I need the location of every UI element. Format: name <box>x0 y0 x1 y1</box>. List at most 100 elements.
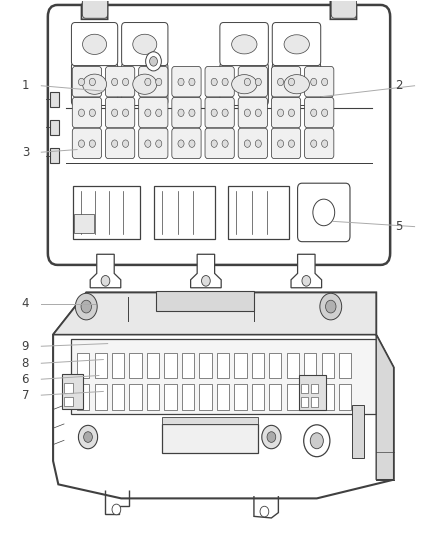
FancyBboxPatch shape <box>72 67 102 97</box>
Bar <box>287 384 299 410</box>
Circle shape <box>145 109 151 117</box>
FancyBboxPatch shape <box>106 67 135 97</box>
Bar <box>321 384 334 410</box>
Bar <box>164 352 177 378</box>
Bar <box>162 424 258 453</box>
Circle shape <box>211 78 217 86</box>
Circle shape <box>112 140 118 147</box>
Circle shape <box>211 140 217 147</box>
Bar <box>112 352 124 378</box>
FancyBboxPatch shape <box>272 98 300 128</box>
Bar <box>71 340 376 414</box>
FancyBboxPatch shape <box>304 128 334 158</box>
FancyBboxPatch shape <box>238 67 268 97</box>
Circle shape <box>112 109 118 117</box>
Circle shape <box>260 506 269 517</box>
Ellipse shape <box>82 34 106 54</box>
Bar <box>130 384 142 410</box>
Ellipse shape <box>232 35 257 54</box>
Bar <box>74 214 94 232</box>
Circle shape <box>155 109 162 117</box>
Circle shape <box>146 52 161 71</box>
Circle shape <box>123 109 129 117</box>
Bar <box>49 120 59 135</box>
FancyBboxPatch shape <box>139 67 168 97</box>
Bar <box>301 384 308 393</box>
Bar <box>269 352 282 378</box>
Bar <box>234 352 247 378</box>
Bar <box>217 384 229 410</box>
Bar <box>147 384 159 410</box>
FancyBboxPatch shape <box>48 5 390 265</box>
Bar <box>301 397 308 407</box>
Circle shape <box>155 140 162 147</box>
FancyBboxPatch shape <box>304 67 334 97</box>
Bar <box>304 352 316 378</box>
Circle shape <box>145 78 151 86</box>
Circle shape <box>321 78 328 86</box>
Circle shape <box>288 78 294 86</box>
FancyBboxPatch shape <box>297 183 350 241</box>
Circle shape <box>255 109 261 117</box>
Circle shape <box>178 78 184 86</box>
Circle shape <box>89 140 95 147</box>
Circle shape <box>78 140 85 147</box>
FancyBboxPatch shape <box>139 128 168 158</box>
Circle shape <box>201 276 210 286</box>
Circle shape <box>255 140 261 147</box>
Text: 4: 4 <box>21 297 29 310</box>
Ellipse shape <box>133 74 157 94</box>
Bar <box>339 352 351 378</box>
Text: 2: 2 <box>395 79 403 92</box>
FancyBboxPatch shape <box>139 98 168 128</box>
FancyBboxPatch shape <box>122 22 168 66</box>
Circle shape <box>75 293 97 320</box>
Bar <box>199 352 212 378</box>
Circle shape <box>112 78 118 86</box>
FancyBboxPatch shape <box>272 62 321 106</box>
FancyBboxPatch shape <box>205 128 234 158</box>
FancyBboxPatch shape <box>82 0 108 18</box>
Circle shape <box>320 293 342 320</box>
Polygon shape <box>330 0 357 19</box>
FancyBboxPatch shape <box>272 22 321 66</box>
FancyBboxPatch shape <box>106 128 135 158</box>
Circle shape <box>222 140 228 147</box>
FancyBboxPatch shape <box>205 67 234 97</box>
FancyBboxPatch shape <box>331 0 357 18</box>
FancyBboxPatch shape <box>272 128 300 158</box>
Bar <box>162 417 258 424</box>
Circle shape <box>78 109 85 117</box>
Ellipse shape <box>284 35 309 54</box>
Circle shape <box>255 78 261 86</box>
FancyBboxPatch shape <box>220 62 268 106</box>
Text: 1: 1 <box>21 79 29 92</box>
Circle shape <box>84 432 92 442</box>
Text: 5: 5 <box>395 220 403 233</box>
Circle shape <box>321 109 328 117</box>
FancyBboxPatch shape <box>172 67 201 97</box>
Polygon shape <box>191 254 221 288</box>
Bar <box>321 352 334 378</box>
Circle shape <box>311 109 317 117</box>
Bar <box>164 384 177 410</box>
Bar <box>252 352 264 378</box>
Bar <box>64 383 73 393</box>
Circle shape <box>311 140 317 147</box>
Circle shape <box>311 78 317 86</box>
Ellipse shape <box>133 34 157 54</box>
Circle shape <box>278 78 284 86</box>
Text: 6: 6 <box>21 373 29 386</box>
FancyBboxPatch shape <box>122 62 168 106</box>
FancyBboxPatch shape <box>71 62 118 106</box>
FancyBboxPatch shape <box>272 67 300 97</box>
FancyBboxPatch shape <box>220 22 268 66</box>
Bar <box>269 384 282 410</box>
Circle shape <box>278 109 284 117</box>
FancyBboxPatch shape <box>106 98 135 128</box>
Circle shape <box>81 300 92 313</box>
Circle shape <box>313 199 335 225</box>
Bar <box>299 375 325 410</box>
FancyBboxPatch shape <box>304 98 334 128</box>
Bar <box>339 384 351 410</box>
